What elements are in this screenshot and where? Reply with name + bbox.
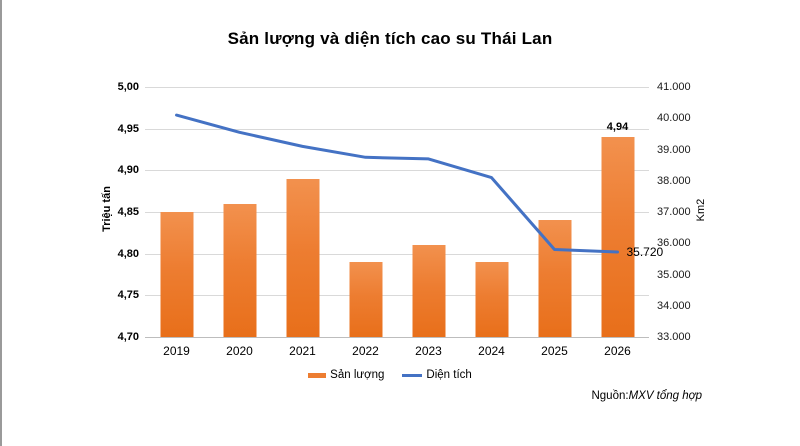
legend-label-san-luong: Sản lượng: [330, 369, 385, 381]
bar: [223, 203, 256, 337]
gridline: [145, 87, 649, 88]
bar: [160, 212, 193, 337]
gridline: [145, 337, 649, 338]
x-tick-label: 2019: [163, 344, 190, 358]
bar-slot: [523, 87, 586, 337]
bar-slot: [397, 87, 460, 337]
source-note: Nguồn:MXV tổng hợp: [2, 390, 702, 402]
x-axis-labels: 2019 2020 2021 2022 2023 2024 2025 2026: [145, 344, 649, 358]
gridline: [145, 253, 649, 255]
bar: [349, 262, 382, 337]
plot-area: 4,94 35.720: [145, 87, 663, 338]
line-path: [175, 113, 619, 254]
x-tick-label: 2024: [478, 344, 505, 358]
right-tick-label: 41.000: [657, 81, 691, 93]
right-tick-label: 34.000: [657, 299, 691, 312]
bar: [286, 178, 319, 337]
bar: [412, 245, 445, 337]
bar-slot: [334, 87, 397, 337]
gridline: [145, 295, 649, 297]
right-tick-label: 33.000: [657, 331, 691, 343]
source-text: MXV tổng hợp: [628, 390, 702, 402]
bar-series-swatch-icon: [308, 372, 327, 378]
right-tick-label: 38.000: [657, 174, 691, 187]
data-label: 35.720: [626, 245, 664, 259]
x-tick-label: 2022: [352, 344, 379, 358]
source-prefix: Nguồn:: [591, 390, 629, 402]
line-series: [175, 113, 619, 254]
legend-label-dien-tich: Diện tích: [426, 369, 472, 381]
legend: Sản lượng Diện tích: [2, 369, 778, 381]
left-tick-label: 4,90: [117, 164, 139, 177]
bar: [601, 137, 634, 337]
right-tick-label: 39.000: [657, 143, 691, 156]
left-axis-ticks: 5,00 4,95 4,90 4,85 4,80 4,75 4,70: [80, 81, 139, 343]
right-axis-ticks: 41.000 40.000 39.000 38.000 37.000 36.000 35.0…: [657, 81, 727, 343]
legend-item-san-luong: Sản lượng: [308, 369, 384, 381]
line-series-swatch-icon: [402, 373, 423, 377]
gridline: [145, 128, 649, 130]
x-tick-label: 2025: [541, 344, 568, 358]
left-tick-label: 4,85: [117, 206, 139, 218]
gridline: [145, 212, 649, 213]
right-tick-label: 36.000: [657, 237, 691, 250]
x-tick-label: 2021: [289, 344, 316, 358]
left-tick-label: 5,00: [117, 81, 139, 93]
bar: [475, 262, 508, 337]
legend-item-dien-tich: Diện tích: [402, 369, 472, 381]
x-tick-label: 2020: [226, 344, 253, 358]
data-label: 4,94: [606, 121, 629, 133]
right-tick-label: 35.000: [657, 268, 691, 281]
left-tick-label: 4,75: [117, 289, 139, 302]
gridline: [145, 170, 649, 172]
x-tick-label: 2023: [415, 344, 442, 358]
bar-slot: [271, 87, 334, 337]
left-tick-label: 4,80: [117, 247, 139, 260]
bar-slot: [145, 87, 208, 337]
bar-slot: [586, 87, 649, 337]
left-tick-label: 4,95: [117, 122, 139, 135]
right-tick-label: 37.000: [657, 206, 691, 218]
chart-title: Sản lượng và diện tích cao su Thái Lan: [227, 29, 553, 48]
bar-series: [145, 87, 649, 337]
x-tick-label: 2026: [604, 344, 631, 358]
left-tick-label: 4,70: [117, 331, 139, 343]
right-tick-label: 40.000: [657, 112, 691, 125]
bar-slot: [208, 87, 271, 337]
bar: [538, 220, 571, 337]
bar-slot: [460, 87, 523, 337]
